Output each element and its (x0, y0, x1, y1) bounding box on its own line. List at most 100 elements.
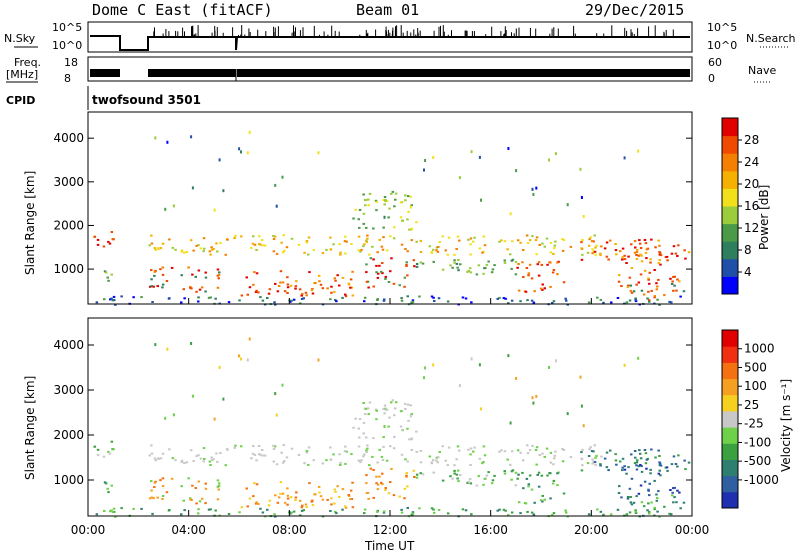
power-cell (639, 253, 642, 256)
power-cell (635, 253, 638, 256)
power-cell (478, 247, 482, 250)
power-cell (152, 285, 155, 288)
power-cell (376, 276, 380, 279)
velocity-cell (375, 475, 378, 478)
velocity-cell (552, 463, 555, 466)
velocity-cell (500, 449, 503, 452)
power-cell (385, 249, 389, 252)
velocity-cell (537, 471, 541, 474)
power-cell (590, 240, 594, 243)
velocity-ytick-label: 2000 (53, 428, 84, 442)
velocity-cell (238, 354, 241, 358)
velocity-cell (658, 462, 662, 465)
velocity-cell (345, 450, 348, 453)
velocity-cell (430, 461, 434, 464)
velocity-cell (168, 509, 171, 511)
velocity-colorbar-tick-label: -100 (744, 435, 771, 449)
power-cell (390, 192, 393, 195)
velocity-cell (666, 469, 669, 472)
power-cell (621, 258, 624, 261)
power-colorbar-tick-label: 4 (744, 265, 752, 279)
velocity-cell (285, 456, 289, 459)
power-cell (543, 287, 546, 290)
power-cell (630, 243, 633, 246)
power-cell (161, 273, 165, 276)
power-cell (325, 248, 328, 251)
velocity-cell (166, 347, 169, 351)
power-cell (588, 238, 591, 241)
velocity-cell (511, 450, 514, 453)
velocity-cell (399, 425, 403, 428)
velocity-cell (250, 457, 253, 460)
power-cell (678, 280, 681, 283)
velocity-cell (408, 438, 411, 441)
velocity-cell (676, 489, 679, 492)
velocity-cell (216, 479, 220, 482)
xtick-label: 20:00 (574, 523, 609, 537)
velocity-cell (366, 447, 369, 450)
power-cell (679, 295, 682, 298)
velocity-cell (502, 508, 506, 511)
velocity-cell (211, 459, 214, 461)
power-cell (665, 255, 669, 258)
velocity-cell (406, 485, 409, 488)
power-cell (375, 209, 378, 212)
velocity-cell (216, 498, 220, 501)
power-cell (444, 249, 447, 252)
power-cell (519, 241, 522, 244)
velocity-cell (107, 491, 110, 494)
velocity-cell (392, 494, 396, 497)
power-cell (189, 287, 192, 289)
velocity-cell (150, 444, 153, 447)
power-cell (277, 285, 281, 287)
power-cell (272, 238, 276, 240)
velocity-cell (385, 459, 389, 462)
velocity-cell (272, 460, 276, 463)
power-cell (472, 240, 475, 243)
velocity-cell (298, 499, 302, 502)
velocity-cell (362, 432, 365, 435)
velocity-cell (283, 501, 287, 504)
velocity-cell (252, 495, 255, 498)
velocity-cell (478, 457, 482, 460)
power-cell (174, 248, 177, 251)
power-cell (483, 244, 487, 247)
velocity-cell (469, 447, 473, 450)
velocity-colorbar-tick-label: 100 (744, 379, 767, 393)
velocity-cell (341, 488, 345, 491)
power-cell (553, 247, 556, 250)
power-cell (344, 295, 348, 298)
power-cell (393, 226, 396, 229)
velocity-cell (150, 452, 154, 455)
velocity-cell (191, 484, 194, 487)
velocity-cell (289, 512, 292, 515)
power-cell (273, 235, 277, 238)
velocity-cell (418, 507, 421, 510)
velocity-cell (541, 494, 544, 497)
power-cell (349, 278, 353, 281)
velocity-cell (472, 450, 475, 453)
power-cell (615, 253, 618, 256)
power-cell (341, 296, 344, 299)
velocity-cell (279, 492, 282, 495)
power-cell (470, 301, 473, 304)
velocity-cell (153, 457, 157, 460)
velocity-cell (549, 451, 553, 454)
power-cell (357, 235, 361, 238)
velocity-cell (411, 511, 415, 514)
power-cell (500, 239, 503, 242)
power-cell (674, 252, 678, 255)
velocity-cell (218, 482, 221, 485)
power-cell (644, 251, 648, 254)
power-cell (554, 152, 557, 156)
power-cell (556, 273, 559, 276)
velocity-cell (253, 453, 257, 456)
power-cell (532, 301, 536, 304)
power-cell (161, 266, 165, 269)
power-cell (295, 280, 298, 283)
power-cell (159, 247, 163, 250)
xtick-label: 00:00 (675, 523, 710, 537)
velocity-cell (202, 447, 206, 450)
velocity-cell (380, 455, 384, 458)
velocity-cell (581, 448, 584, 451)
